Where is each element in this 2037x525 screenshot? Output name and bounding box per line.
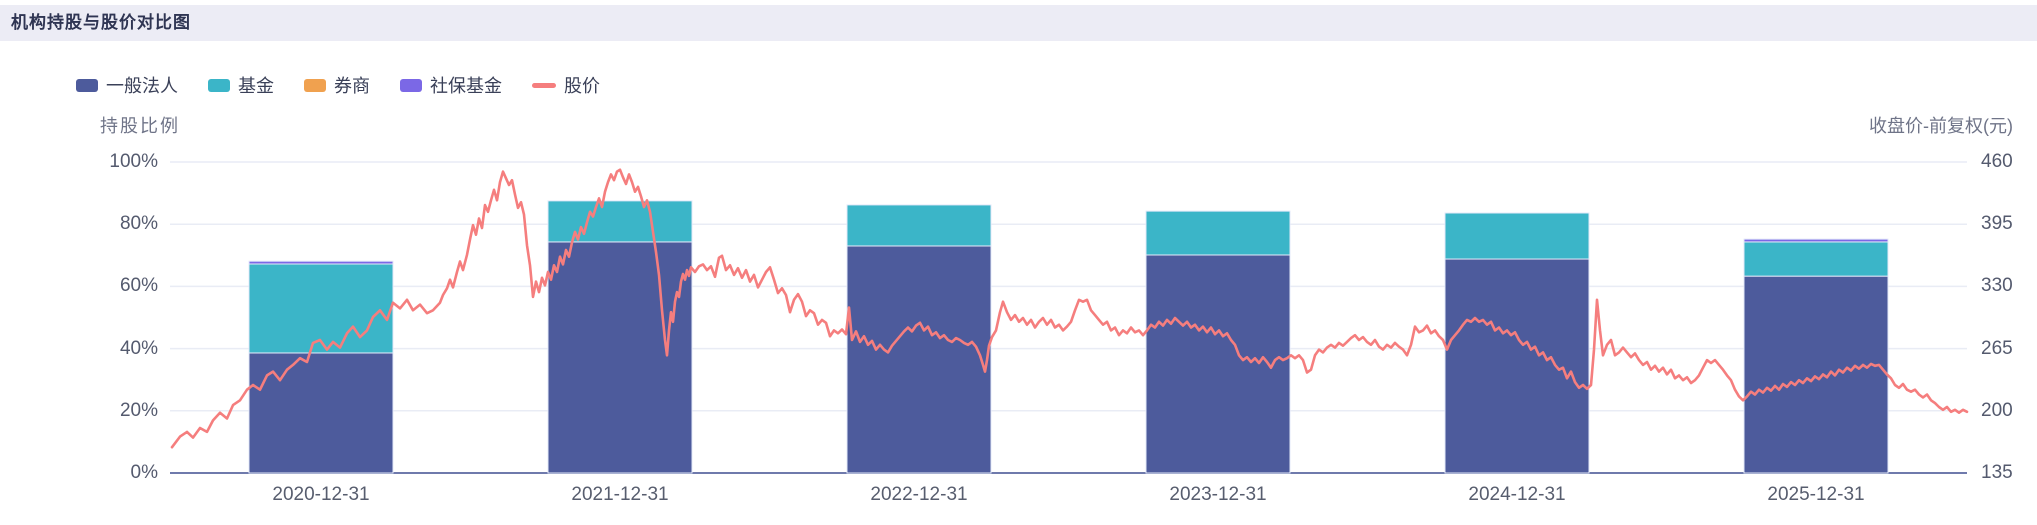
right-axis-tick: 395 (1981, 213, 2013, 235)
left-axis-tick: 20% (119, 399, 158, 421)
right-axis-tick: 460 (1981, 151, 2013, 172)
legend-line-marker (532, 82, 556, 88)
legend-label: 社保基金 (430, 76, 502, 96)
legend-item-2[interactable]: 基金 (208, 72, 274, 98)
legend-label: 券商 (334, 76, 370, 96)
bar-segment-基金[interactable] (846, 204, 992, 247)
bar-segment-基金[interactable] (1444, 212, 1590, 260)
x-axis-label: 2021-12-31 (571, 484, 669, 505)
left-axis-tick: 0% (130, 462, 158, 483)
bar-segment-基金[interactable] (1145, 210, 1291, 256)
bar-segment-一般法人[interactable] (1743, 275, 1889, 474)
bar-segment-一般法人[interactable] (1145, 254, 1291, 474)
chart-legend: 一般法人 基金 券商 社保基金 股价 (76, 72, 600, 98)
bar-segment-一般法人[interactable] (1444, 258, 1590, 474)
left-axis-tick: 80% (119, 213, 158, 235)
left-axis-title: 持股比例 (100, 116, 180, 136)
left-axis-tick: 60% (119, 275, 158, 297)
right-axis-tick: 135 (1981, 462, 2013, 483)
legend-item-3[interactable]: 券商 (304, 72, 370, 98)
legend-item-4[interactable]: 社保基金 (400, 72, 502, 98)
bar-segment-一般法人[interactable] (248, 352, 394, 474)
legend-swatch (76, 78, 98, 92)
right-axis-tick: 200 (1981, 399, 2013, 421)
bar-segment-基金[interactable] (547, 200, 693, 243)
legend-label: 一般法人 (106, 76, 178, 96)
legend-label: 基金 (238, 76, 274, 96)
bar-segment-社保基金[interactable] (1743, 238, 1889, 243)
legend-swatch (400, 78, 422, 92)
x-axis-label: 2023-12-31 (1169, 484, 1267, 505)
right-axis-title: 收盘价-前复权(元) (1869, 116, 2013, 136)
x-axis-label: 2020-12-31 (272, 484, 370, 505)
bar-segment-基金[interactable] (248, 263, 394, 354)
x-axis-label: 2025-12-31 (1767, 484, 1865, 505)
legend-swatch (304, 78, 326, 92)
bar-segment-社保基金[interactable] (248, 260, 394, 265)
panel-title: 机构持股与股价对比图 (11, 13, 191, 32)
bar-segment-基金[interactable] (1743, 241, 1889, 277)
legend-swatch (208, 78, 230, 92)
panel-title-bar: 机构持股与股价对比图 (0, 5, 2037, 41)
x-axis-label: 2024-12-31 (1468, 484, 1566, 505)
legend-label: 股价 (564, 76, 600, 96)
x-axis-label: 2022-12-31 (870, 484, 968, 505)
legend-item-1[interactable]: 一般法人 (76, 72, 178, 98)
right-axis-tick: 265 (1981, 337, 2013, 359)
legend-item-5[interactable]: 股价 (532, 72, 600, 98)
left-axis-tick: 40% (119, 337, 158, 359)
left-axis-tick: 100% (109, 151, 158, 172)
bar-segment-一般法人[interactable] (547, 241, 693, 474)
right-axis-tick: 330 (1981, 275, 2013, 297)
bar-segment-一般法人[interactable] (846, 245, 992, 474)
price-line (170, 168, 1969, 449)
